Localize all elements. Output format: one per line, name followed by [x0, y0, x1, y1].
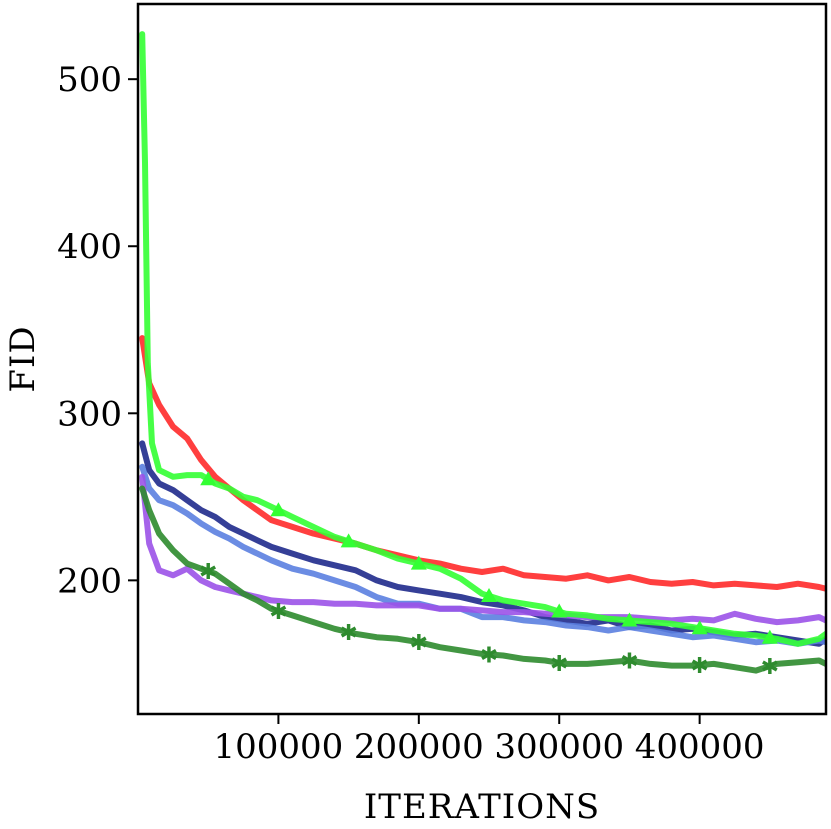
series-layer [139, 31, 826, 674]
x-tick-label: 300000 [494, 727, 624, 767]
triangle-marker [410, 555, 427, 570]
y-axis-ticks: 200 300 400 500 [57, 60, 138, 601]
y-tick-label: 400 [57, 227, 122, 267]
x-tick-label: 400000 [635, 727, 765, 767]
series-line-2 [139, 440, 826, 647]
star-marker: ✱ [480, 643, 498, 668]
x-axis-ticks: 100000 200000 300000 400000 [214, 714, 765, 767]
star-marker: ✱ [410, 631, 428, 656]
y-tick-label: 500 [57, 60, 122, 100]
star-marker: ✱ [269, 600, 287, 625]
series-line-5 [139, 31, 826, 647]
triangle-marker [270, 502, 287, 517]
star-marker: ✱ [620, 650, 638, 675]
x-tick-label: 200000 [354, 727, 484, 767]
star-marker: ✱ [761, 655, 779, 680]
star-marker: ✱ [690, 654, 708, 679]
triangle-marker [551, 603, 568, 618]
triangle-marker [691, 620, 708, 635]
triangle-marker [621, 612, 638, 627]
triangle-marker [761, 629, 778, 644]
y-tick-label: 200 [57, 561, 122, 601]
x-axis-label: ITERATIONS [364, 787, 600, 827]
plot-frame [136, 2, 828, 716]
y-tick-label: 300 [57, 394, 122, 434]
series-line-1 [139, 335, 826, 592]
y-axis-label: FID [3, 325, 43, 392]
star-marker: ✱ [339, 621, 357, 646]
x-tick-label: 100000 [214, 727, 344, 767]
series-line-4 [139, 473, 826, 626]
triangle-marker [340, 533, 357, 548]
marker-layer: ✱ ✱ ✱ ✱ ✱ ✱ ✱ ✱ ✱ [199, 471, 779, 680]
triangle-marker [200, 471, 217, 486]
star-marker: ✱ [550, 652, 568, 677]
triangle-marker [481, 587, 498, 602]
star-marker: ✱ [199, 560, 217, 585]
series-line-6 [139, 485, 826, 674]
